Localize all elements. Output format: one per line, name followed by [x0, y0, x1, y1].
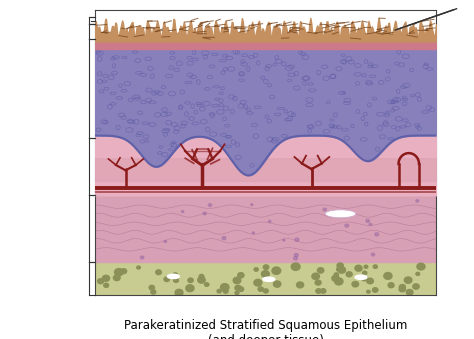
Circle shape: [316, 289, 321, 293]
Circle shape: [182, 211, 184, 213]
Circle shape: [366, 219, 370, 222]
Circle shape: [199, 275, 204, 278]
Circle shape: [352, 281, 358, 287]
Circle shape: [337, 263, 343, 268]
Circle shape: [355, 265, 362, 271]
Circle shape: [252, 232, 255, 234]
Circle shape: [238, 287, 244, 291]
Circle shape: [223, 289, 228, 293]
Circle shape: [171, 275, 175, 279]
Circle shape: [362, 276, 367, 281]
Circle shape: [318, 268, 324, 273]
Circle shape: [400, 285, 405, 290]
Circle shape: [188, 278, 193, 282]
Circle shape: [186, 285, 194, 292]
Circle shape: [235, 285, 241, 291]
Circle shape: [364, 265, 368, 268]
Ellipse shape: [355, 275, 367, 279]
Circle shape: [315, 280, 321, 285]
Circle shape: [149, 285, 155, 290]
Circle shape: [358, 267, 362, 271]
Circle shape: [263, 265, 269, 270]
Circle shape: [399, 286, 405, 292]
Circle shape: [258, 287, 264, 291]
Circle shape: [334, 273, 338, 276]
Circle shape: [151, 290, 156, 294]
Circle shape: [113, 275, 120, 281]
Circle shape: [98, 279, 104, 284]
Circle shape: [237, 273, 244, 278]
Circle shape: [220, 284, 229, 291]
Circle shape: [400, 284, 405, 290]
Circle shape: [294, 253, 298, 257]
Circle shape: [384, 273, 392, 279]
Circle shape: [175, 289, 183, 296]
Circle shape: [337, 267, 341, 271]
Circle shape: [140, 256, 144, 259]
Circle shape: [251, 204, 253, 205]
Circle shape: [363, 271, 367, 275]
Ellipse shape: [263, 277, 275, 281]
Circle shape: [320, 289, 326, 293]
Circle shape: [416, 200, 419, 202]
Circle shape: [205, 283, 209, 286]
Circle shape: [417, 263, 425, 270]
Circle shape: [346, 272, 352, 277]
Circle shape: [406, 290, 413, 295]
Circle shape: [273, 281, 281, 287]
Circle shape: [217, 290, 221, 293]
Circle shape: [164, 277, 169, 281]
Circle shape: [338, 267, 346, 273]
Circle shape: [345, 224, 349, 227]
Circle shape: [272, 267, 281, 274]
Circle shape: [264, 289, 268, 293]
Circle shape: [369, 223, 372, 225]
Circle shape: [373, 265, 377, 268]
Circle shape: [416, 272, 419, 275]
Ellipse shape: [325, 210, 356, 218]
Text: Parakeratinized Stratified Squamous Epithelium
(and deeper tissue): Parakeratinized Stratified Squamous Epit…: [124, 319, 407, 339]
Ellipse shape: [167, 274, 179, 279]
Circle shape: [323, 208, 327, 211]
Circle shape: [164, 240, 167, 242]
Circle shape: [222, 237, 226, 240]
Circle shape: [198, 277, 205, 283]
Circle shape: [115, 268, 123, 276]
Circle shape: [297, 282, 304, 288]
Circle shape: [371, 253, 375, 256]
Circle shape: [254, 268, 258, 271]
Circle shape: [388, 283, 394, 288]
Circle shape: [102, 275, 109, 281]
Circle shape: [173, 278, 179, 282]
Circle shape: [312, 273, 319, 279]
Circle shape: [373, 288, 378, 292]
Circle shape: [367, 290, 370, 293]
Circle shape: [137, 266, 140, 269]
Circle shape: [367, 278, 374, 284]
Circle shape: [375, 233, 379, 236]
Circle shape: [293, 257, 298, 260]
Circle shape: [335, 278, 343, 285]
Circle shape: [254, 279, 262, 286]
Circle shape: [121, 269, 127, 274]
Circle shape: [262, 271, 269, 277]
Circle shape: [209, 204, 212, 206]
Circle shape: [291, 263, 300, 271]
Circle shape: [203, 212, 206, 215]
Circle shape: [173, 273, 177, 276]
Circle shape: [268, 220, 271, 222]
Circle shape: [332, 275, 339, 281]
Circle shape: [413, 284, 419, 289]
Circle shape: [404, 277, 412, 283]
Circle shape: [104, 283, 109, 287]
Circle shape: [233, 277, 241, 284]
Circle shape: [295, 238, 299, 241]
Circle shape: [235, 291, 239, 295]
Circle shape: [155, 270, 162, 275]
Circle shape: [283, 239, 285, 241]
